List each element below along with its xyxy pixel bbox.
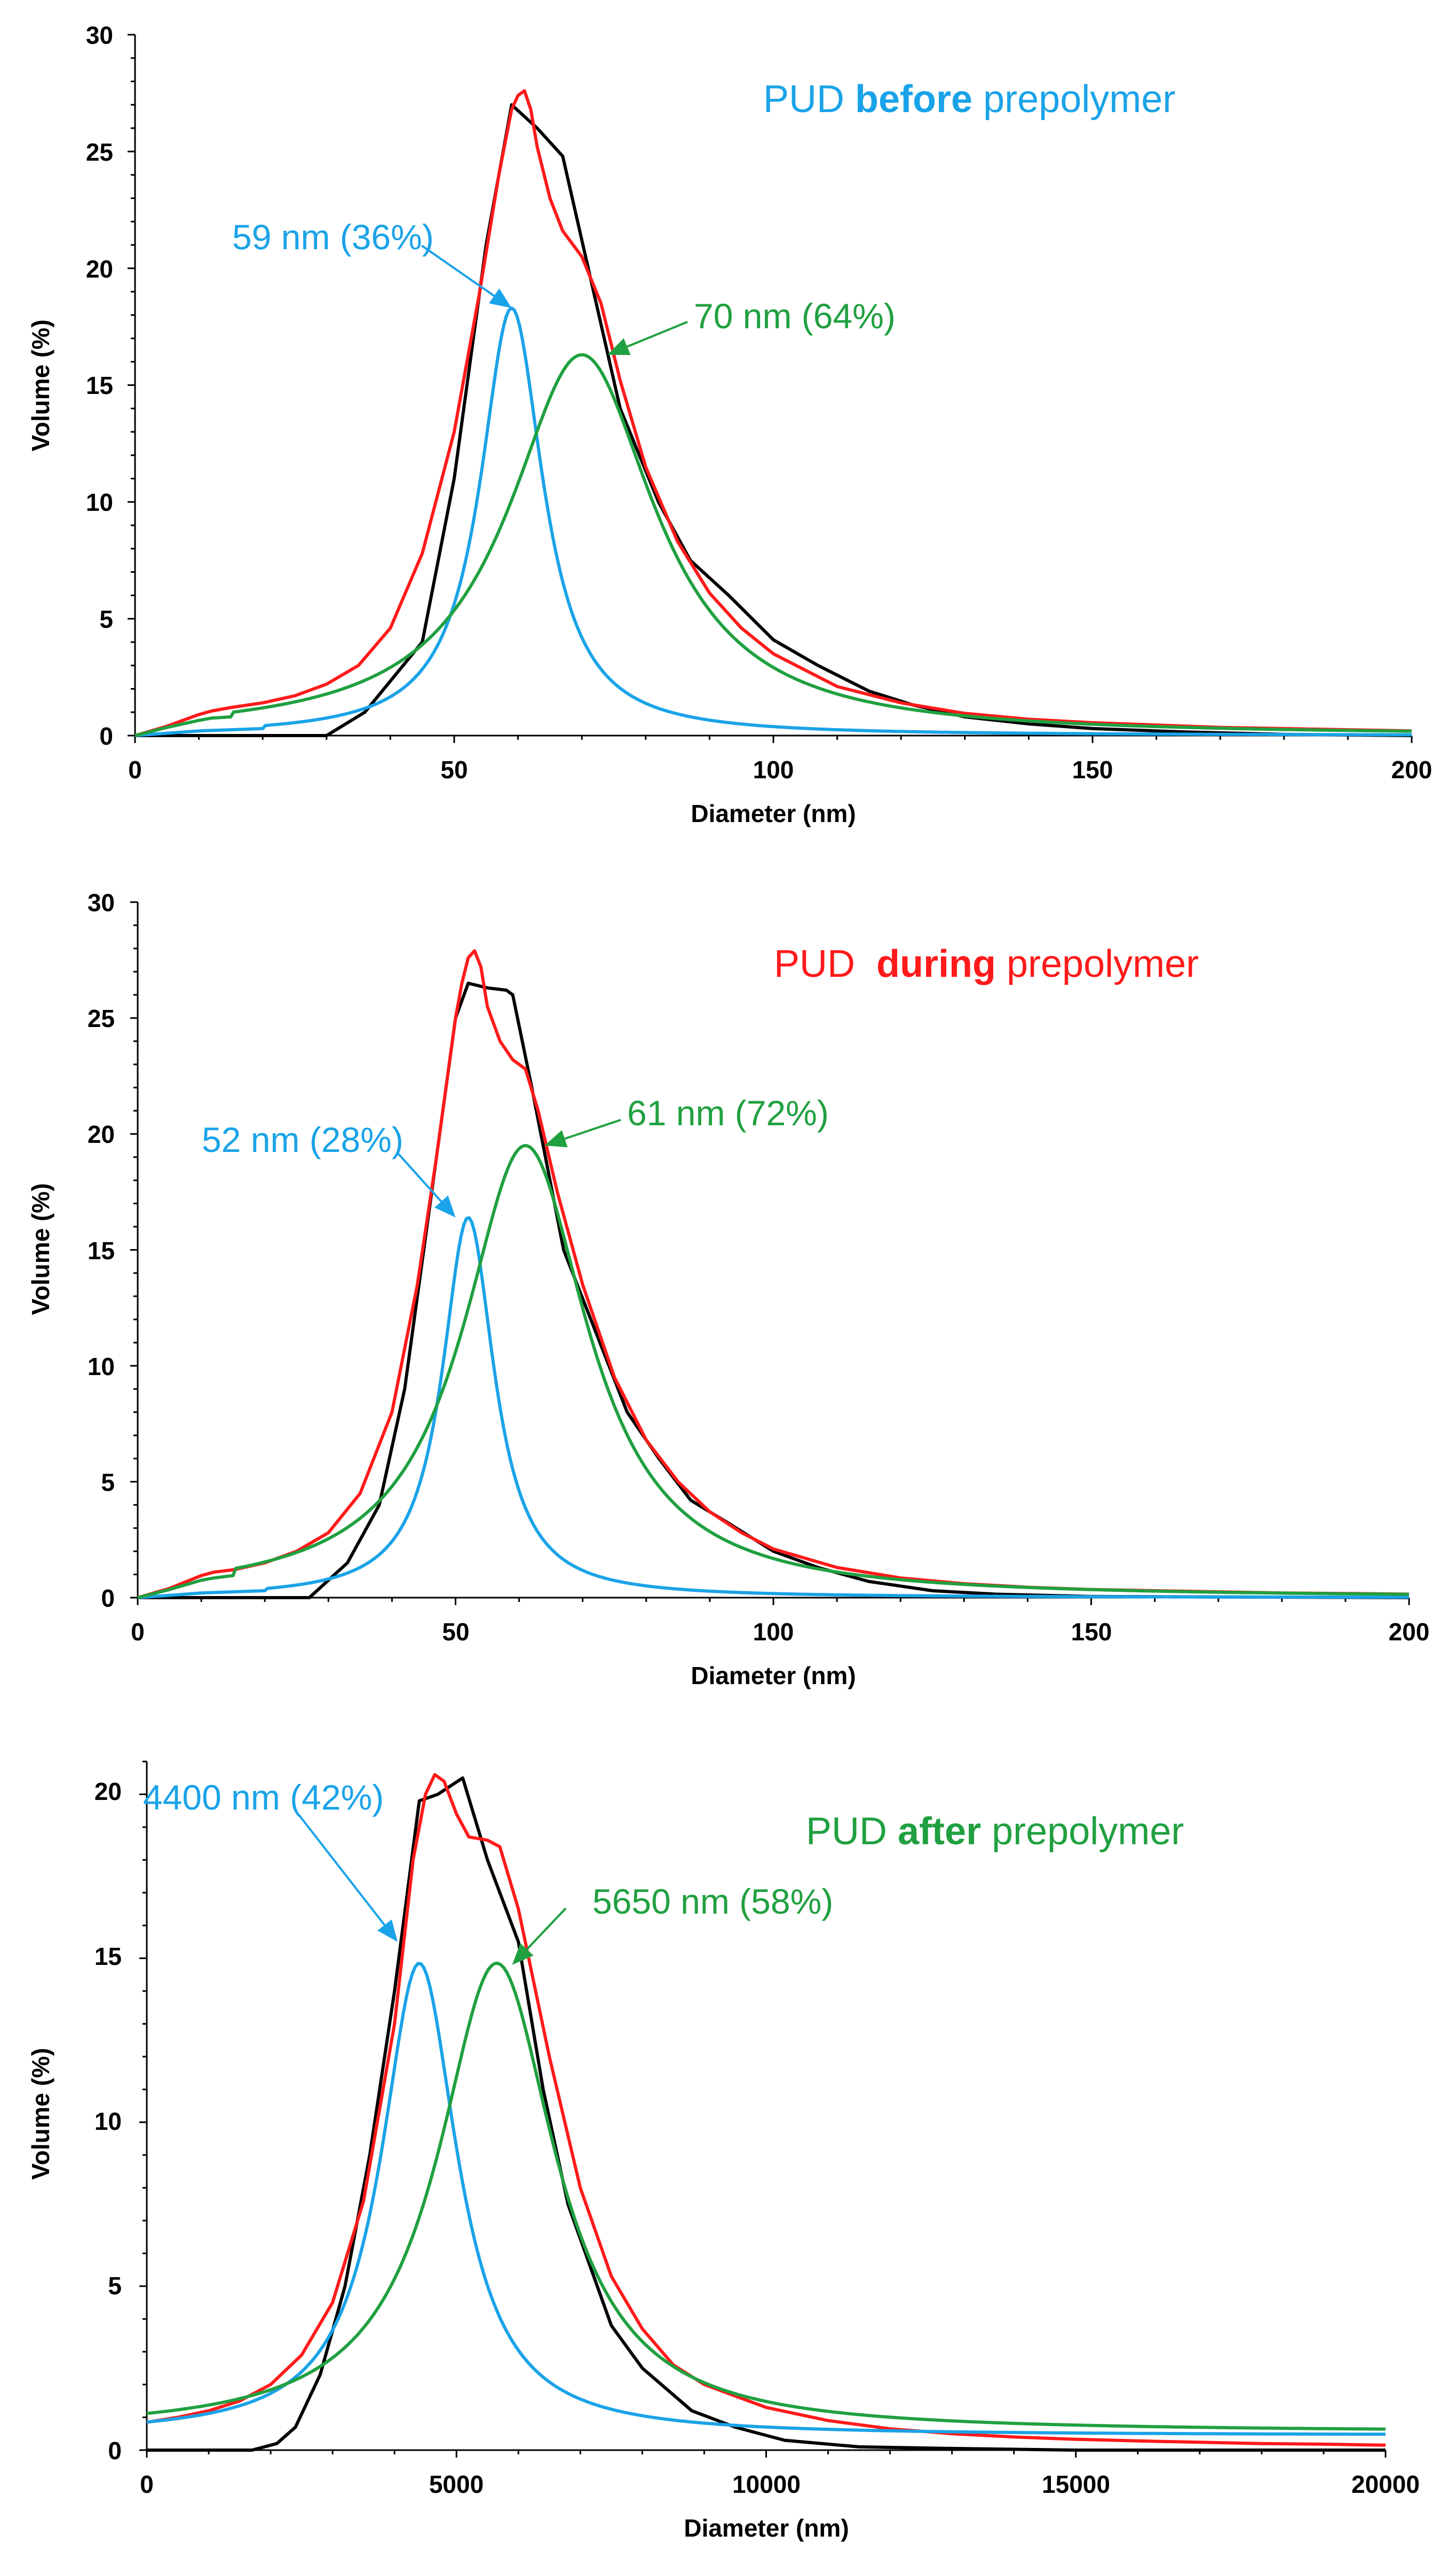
series-line-peak-2 [146, 1962, 1386, 2431]
y-tick-label: 20 [94, 1778, 122, 1805]
y-axis-title: Volume (%) [27, 1183, 54, 1315]
y-tick-label: 0 [101, 1584, 115, 1612]
x-tick-label: 0 [131, 1618, 145, 1646]
y-tick-label: 10 [88, 1353, 115, 1380]
y-tick-label: 10 [86, 488, 113, 516]
series-line-measured [138, 982, 1410, 1599]
tick-marks [130, 901, 1410, 1605]
panel-during: 0 5 10 15 20 25 30 0 50 100 150 200 Diam… [27, 889, 1429, 1689]
series-line-peak-1 [146, 1962, 1386, 2436]
y-tick-labels: 0 5 10 15 20 25 30 [86, 21, 113, 750]
annotation-label: 5650 nm (58%) [592, 1882, 833, 1921]
x-tick-labels: 0 50 100 150 200 [128, 756, 1432, 784]
annotation-arrow [397, 1152, 442, 1203]
annotation-label: 70 nm (64%) [694, 296, 896, 336]
y-tick-label: 25 [86, 138, 113, 166]
annotation-label: 61 nm (72%) [627, 1093, 829, 1133]
y-tick-label: 20 [86, 255, 113, 283]
x-tick-label: 200 [1391, 756, 1433, 784]
y-tick-label: 15 [94, 1942, 122, 1970]
y-tick-label: 0 [108, 2437, 122, 2465]
arrow-head [434, 1195, 456, 1218]
panel-title: PUD during prepolymer [774, 943, 1199, 985]
x-tick-label: 10000 [732, 2470, 801, 2498]
x-axis-title: Diameter (nm) [691, 800, 856, 827]
panel-after: 0 5 10 15 20 0 5000 10000 15000 20000 Di… [27, 1760, 1420, 2542]
x-tick-label: 5000 [429, 2470, 484, 2498]
series-line-peak-1 [134, 306, 1412, 737]
series-group [134, 89, 1412, 737]
series-line-measured [147, 1776, 1386, 2452]
x-tick-label: 150 [1071, 1618, 1112, 1646]
tick-marks [139, 1760, 1387, 2458]
panel-title: PUD after prepolymer [806, 1810, 1184, 1853]
annotation-arrow [298, 1814, 386, 1926]
arrow-head [607, 338, 631, 356]
y-tick-label: 30 [88, 889, 115, 917]
y-tick-label: 5 [101, 1468, 115, 1496]
y-tick-label: 5 [108, 2272, 122, 2300]
annotation-arrow [627, 321, 688, 348]
series-line-peak-2 [137, 1144, 1409, 1599]
x-tick-label: 15000 [1042, 2470, 1110, 2498]
y-tick-label: 25 [88, 1005, 115, 1032]
y-tick-label: 15 [86, 372, 113, 399]
y-tick-label: 5 [99, 605, 113, 633]
y-axis-title: Volume (%) [27, 2048, 54, 2179]
arrow-head [544, 1130, 568, 1148]
panel-before: 0 5 10 15 20 25 30 0 50 100 150 200 Diam… [27, 21, 1432, 827]
arrow-head [489, 288, 512, 309]
annotation-label: 59 nm (36%) [232, 217, 434, 257]
x-tick-label: 0 [128, 756, 142, 784]
arrow-head [512, 1943, 534, 1965]
x-tick-label: 20000 [1351, 2470, 1420, 2498]
y-tick-label: 0 [99, 722, 113, 750]
y-tick-label: 10 [94, 2107, 122, 2135]
series-line-measured [135, 103, 1412, 737]
series-line-fit-total [146, 1773, 1386, 2447]
series-group [137, 949, 1410, 1599]
x-tick-label: 200 [1389, 1618, 1430, 1646]
x-tick-label: 0 [140, 2470, 154, 2498]
y-tick-label: 20 [88, 1120, 115, 1148]
x-axis-title: Diameter (nm) [684, 2514, 849, 2542]
series-line-fit-total [137, 949, 1410, 1599]
x-tick-labels: 0 5000 10000 15000 20000 [140, 2470, 1420, 2498]
annotation-arrow [564, 1119, 621, 1140]
series-line-fit-total [134, 89, 1412, 737]
annotation-label: 4400 nm (42%) [143, 1778, 384, 1817]
annotation-arrow [421, 244, 495, 297]
x-axis-title: Diameter (nm) [691, 1662, 856, 1689]
annotation-label: 52 nm (28%) [202, 1120, 403, 1159]
series-line-peak-2 [134, 353, 1412, 737]
y-tick-labels: 0 5 10 15 20 25 30 [88, 889, 115, 1612]
x-tick-label: 150 [1072, 756, 1113, 784]
series-group [146, 1773, 1386, 2452]
x-tick-label: 50 [440, 756, 468, 784]
x-tick-label: 100 [753, 756, 794, 784]
arrow-head [377, 1919, 398, 1942]
x-tick-label: 100 [753, 1618, 794, 1646]
series-line-peak-1 [137, 1216, 1409, 1599]
y-tick-label: 15 [88, 1237, 115, 1265]
y-tick-labels: 0 5 10 15 20 [94, 1778, 122, 2465]
x-tick-labels: 0 50 100 150 200 [131, 1618, 1429, 1646]
annotation-arrow [526, 1907, 567, 1950]
panel-title: PUD before prepolymer [763, 78, 1175, 121]
y-tick-label: 30 [86, 21, 113, 49]
y-axis-title: Volume (%) [27, 319, 54, 451]
x-tick-label: 50 [442, 1618, 469, 1646]
